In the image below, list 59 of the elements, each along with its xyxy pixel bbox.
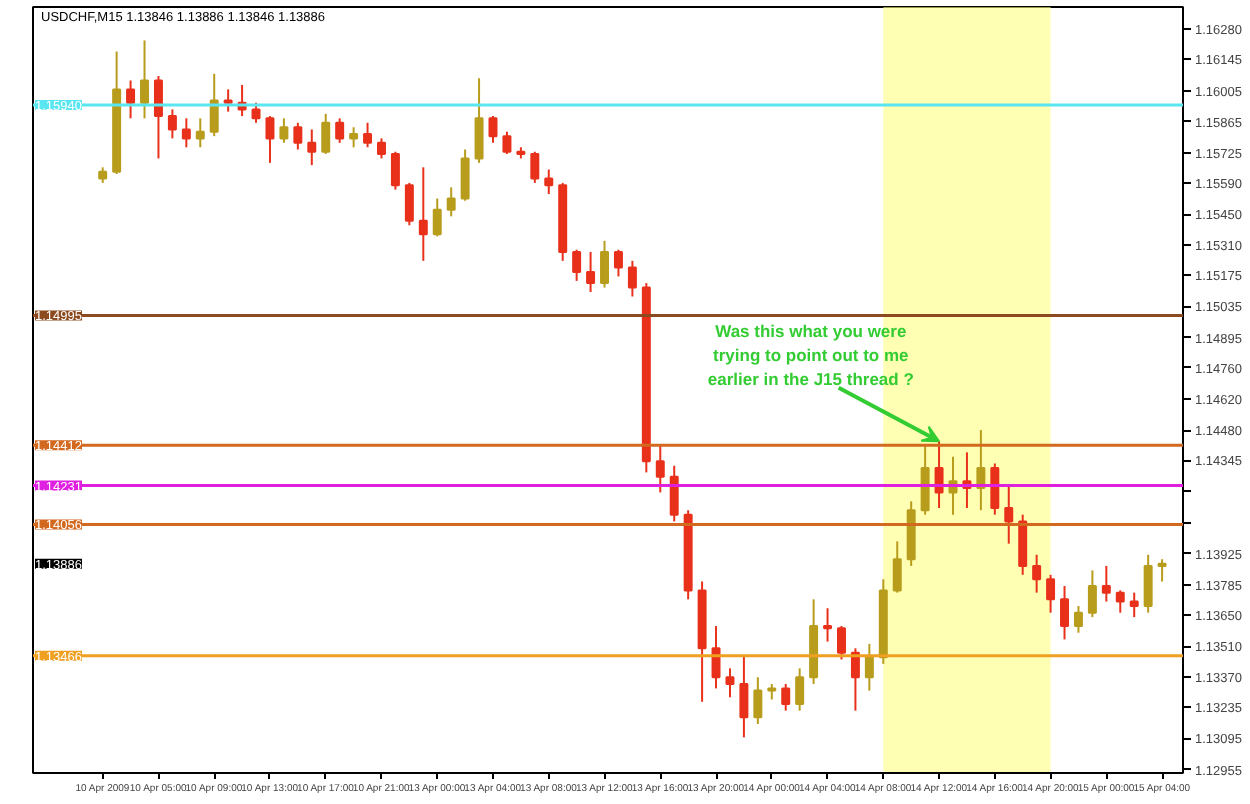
candlestick [711, 625, 721, 690]
candlestick [586, 250, 596, 294]
candlestick [739, 653, 749, 739]
candlestick [502, 130, 512, 155]
candlestick [544, 168, 554, 196]
candlestick [1157, 558, 1167, 583]
candlestick [1115, 589, 1125, 614]
candlestick [823, 607, 833, 643]
candlestick [418, 166, 428, 262]
candlestick [195, 117, 205, 149]
candlestick [293, 121, 303, 151]
candlestick [1018, 513, 1028, 576]
candlestick [432, 197, 442, 238]
candlestick [335, 117, 345, 144]
candlestick [627, 259, 637, 298]
candlestick [1073, 604, 1083, 634]
candlestick [363, 121, 373, 149]
candlestick [1060, 584, 1069, 641]
candlestick [1004, 484, 1014, 545]
candlestick [321, 112, 331, 155]
candlestick [795, 667, 805, 712]
candlestick [488, 115, 498, 144]
candlestick [167, 108, 177, 140]
candlestick [307, 128, 317, 167]
candlestick [446, 186, 456, 218]
candlestick [572, 248, 582, 282]
candlestick [404, 181, 414, 227]
annotation: Was this what you were trying to point out to me earlier in the J15 thread ? [707, 320, 914, 389]
candlestick [864, 642, 874, 692]
candlestick [655, 444, 665, 494]
candlestick [725, 667, 735, 699]
candlestick [181, 117, 191, 149]
candlestick [1101, 564, 1111, 603]
candlestick [390, 150, 400, 191]
candlestick [1032, 553, 1042, 594]
candlestick [753, 676, 763, 726]
candlestick [126, 79, 136, 120]
candlestick [153, 75, 163, 160]
candlestick [781, 682, 791, 712]
candlestick [1143, 553, 1153, 614]
candlestick [530, 150, 540, 184]
candlestick [1129, 591, 1139, 619]
candlestick [669, 464, 679, 523]
candlestick [1046, 573, 1056, 614]
candlestick [837, 625, 846, 661]
candlestick [990, 462, 1000, 516]
candlestick [474, 77, 484, 164]
candlestick [600, 239, 609, 289]
candlestick [613, 248, 623, 278]
candlestick [1087, 569, 1097, 619]
candlestick [265, 115, 275, 164]
candlestick [349, 126, 359, 149]
candlestick [460, 148, 470, 202]
candlestick [892, 540, 902, 594]
candlestick [377, 137, 386, 160]
candlestick [920, 444, 930, 516]
candlestick [140, 39, 149, 120]
candlestick [209, 72, 219, 138]
candlestick [279, 117, 289, 144]
